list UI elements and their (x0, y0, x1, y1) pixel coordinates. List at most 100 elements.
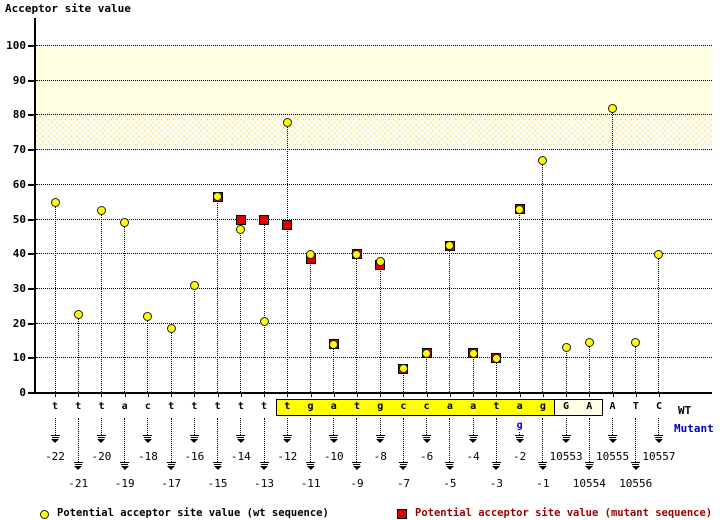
point-stem (100, 210, 102, 392)
position-stem (124, 418, 126, 462)
wt-point (352, 249, 362, 259)
wt-point (515, 204, 525, 214)
wt-point (468, 348, 478, 358)
sequence-base: g (377, 401, 384, 412)
down-arrow-icon (259, 462, 269, 470)
x-tick (217, 394, 219, 397)
mutant-point (235, 214, 246, 225)
x-tick (194, 394, 196, 397)
sequence-base: a (516, 401, 523, 412)
down-arrow-icon (96, 435, 106, 443)
down-arrow-icon (515, 435, 525, 443)
x-tick (403, 394, 405, 397)
point-stem (217, 196, 219, 392)
point-stem (449, 245, 451, 392)
x-tick (542, 394, 544, 397)
position-stem (310, 418, 312, 462)
y-tick-label: 90 (12, 73, 26, 87)
wt-point (120, 218, 130, 228)
point-stem (519, 209, 521, 392)
point-stem (240, 219, 242, 392)
point-stem (170, 328, 172, 392)
position-stem (100, 418, 102, 435)
x-tick (566, 394, 568, 397)
wt-point (143, 312, 153, 322)
x-tick (449, 394, 451, 397)
gridline (36, 114, 712, 116)
x-tick (658, 394, 660, 397)
position-label: -4 (466, 450, 480, 463)
wt-point (96, 206, 106, 216)
x-tick (380, 394, 382, 397)
wt-point (608, 103, 618, 113)
down-arrow-icon (166, 462, 176, 470)
position-label: -9 (350, 477, 364, 490)
down-arrow-icon (329, 435, 339, 443)
y-tick (28, 114, 36, 117)
position-label: -13 (254, 477, 274, 490)
point-stem (193, 285, 195, 392)
chart-title: Acceptor site value (5, 2, 131, 15)
down-arrow-icon (398, 462, 408, 470)
point-stem (588, 342, 590, 392)
sequence-base: t (284, 401, 291, 412)
sequence-base: c (423, 401, 430, 412)
down-arrow-icon (631, 462, 641, 470)
position-stem (402, 418, 404, 462)
position-label: -22 (45, 450, 65, 463)
sequence-base: t (237, 401, 244, 412)
wt-point (538, 156, 548, 165)
sequence-base: t (214, 401, 221, 412)
y-tick-label: 70 (12, 143, 26, 157)
position-stem (54, 418, 56, 435)
position-label: -3 (489, 477, 503, 490)
wt-point (375, 256, 385, 266)
position-label: 10554 (572, 477, 606, 490)
position-stem (263, 418, 265, 462)
x-tick (147, 394, 149, 397)
wt-point (189, 280, 199, 290)
wt-point (631, 338, 641, 348)
point-stem (333, 344, 335, 392)
y-tick-label: 60 (12, 177, 26, 191)
point-stem (472, 353, 474, 392)
sequence-base: g (539, 401, 546, 412)
down-arrow-icon (189, 435, 199, 443)
position-label: -16 (184, 450, 205, 463)
down-arrow-icon (352, 462, 362, 470)
wt-point (236, 225, 246, 235)
mutant-row-label: Mutant (674, 422, 714, 435)
point-stem (147, 316, 149, 392)
down-arrow-icon (306, 462, 316, 470)
gridline (36, 287, 712, 289)
threshold-band-hatch (36, 111, 712, 147)
position-stem (77, 418, 79, 462)
wt-point (166, 324, 176, 334)
down-arrow-icon (282, 435, 292, 443)
position-stem (519, 432, 521, 435)
position-stem (612, 418, 614, 435)
position-stem (472, 418, 474, 435)
position-stem (147, 418, 149, 435)
gridline (36, 79, 712, 81)
down-arrow-icon (375, 435, 385, 443)
position-stem (426, 418, 428, 435)
sequence-base: T (632, 401, 639, 412)
down-arrow-icon (120, 462, 130, 470)
wt-point (561, 343, 571, 353)
point-stem (379, 261, 381, 392)
position-label: -19 (114, 477, 135, 490)
sequence-base: t (261, 401, 268, 412)
gridline (36, 183, 712, 185)
exon-box (554, 399, 603, 416)
mutant-legend-label: Potential acceptor site value (mutant se… (415, 507, 713, 519)
position-label: 10555 (595, 450, 630, 463)
position-stem (333, 418, 335, 435)
sequence-base: a (446, 401, 453, 412)
position-stem (356, 418, 358, 462)
position-label: -20 (91, 450, 112, 463)
down-arrow-icon (213, 462, 223, 470)
y-axis (34, 18, 36, 394)
down-arrow-icon (73, 462, 83, 470)
down-arrow-icon (584, 462, 594, 470)
